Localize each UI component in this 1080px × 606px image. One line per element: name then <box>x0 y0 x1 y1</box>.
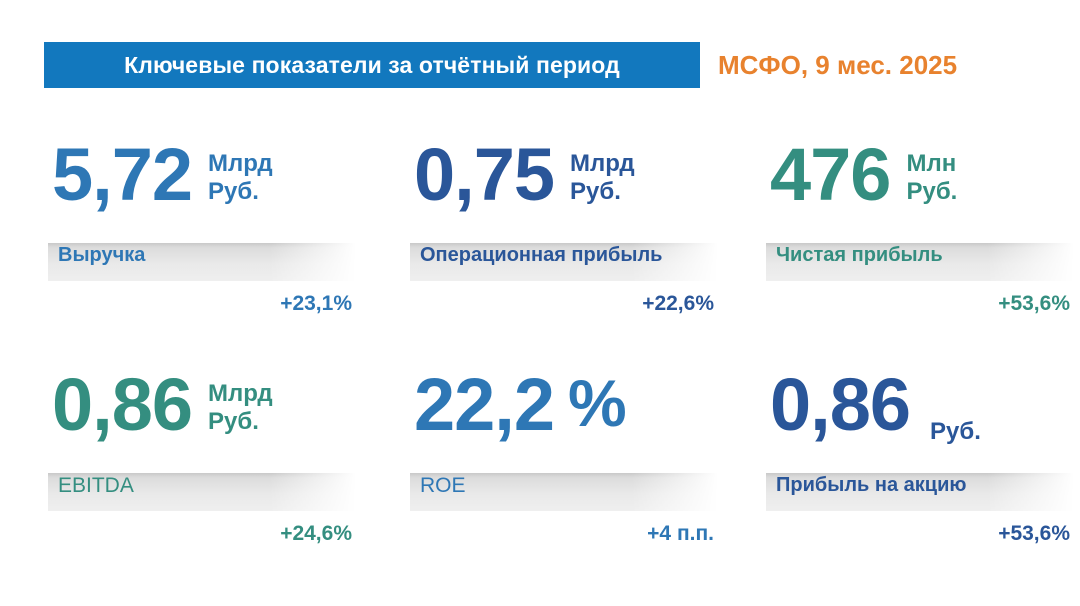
kpi-card-operating-profit: 0,75 Млрд Руб. Операционная прибыль +22,… <box>406 133 718 340</box>
kpi-growth: +4 п.п. <box>647 522 714 545</box>
kpi-label-bar <box>410 473 718 511</box>
kpi-unit: Млрд Руб. <box>208 150 273 205</box>
kpi-card-eps: 0,86 Руб. Прибыль на акцию +53,6% <box>762 363 1074 570</box>
kpi-unit: Млн Руб. <box>906 150 958 205</box>
kpi-label: EBITDA <box>58 474 134 497</box>
kpi-unit: Руб. <box>930 418 981 445</box>
header-banner: Ключевые показатели за отчётный период <box>44 42 700 88</box>
kpi-value: 0,75 <box>414 133 555 216</box>
kpi-value-line: 0,75 Млрд Руб. <box>406 133 718 236</box>
kpi-row: 5,72 Млрд Руб. Выручка +23,1% 0,75 Млрд … <box>0 133 1080 370</box>
kpi-value: 5,72 <box>52 133 193 216</box>
kpi-row: 0,86 Млрд Руб. EBITDA +24,6% 22,2 % ROE … <box>0 363 1080 600</box>
kpi-value: 476 <box>770 133 891 216</box>
kpi-value-line: 22,2 % <box>406 363 718 466</box>
kpi-growth: +53,6% <box>998 522 1070 545</box>
kpi-label-bar <box>48 473 356 511</box>
kpi-label-bar <box>410 243 718 281</box>
kpi-value-line: 0,86 Руб. <box>762 363 1074 466</box>
kpi-label-bar <box>766 243 1074 281</box>
kpi-value: 0,86 <box>770 363 911 446</box>
kpi-card-revenue: 5,72 Млрд Руб. Выручка +23,1% <box>44 133 356 340</box>
kpi-value: 22,2 <box>414 363 555 446</box>
kpi-growth: +24,6% <box>280 522 352 545</box>
kpi-label-bar <box>766 473 1074 511</box>
kpi-growth: +22,6% <box>642 292 714 315</box>
kpi-card-ebitda: 0,86 Млрд Руб. EBITDA +24,6% <box>44 363 356 570</box>
kpi-label: Прибыль на акцию <box>776 474 967 496</box>
kpi-label: Выручка <box>58 244 146 266</box>
kpi-label: Чистая прибыль <box>776 244 943 266</box>
kpi-label: Операционная прибыль <box>420 244 663 266</box>
kpi-grid: 5,72 Млрд Руб. Выручка +23,1% 0,75 Млрд … <box>0 133 1080 600</box>
kpi-value: 0,86 <box>52 363 193 446</box>
kpi-unit: % <box>568 366 627 440</box>
kpi-unit: Млрд Руб. <box>208 380 273 435</box>
header: Ключевые показатели за отчётный период М… <box>0 42 1080 88</box>
header-period: МСФО, 9 мес. 2025 <box>718 42 957 88</box>
kpi-growth: +23,1% <box>280 292 352 315</box>
kpi-label: ROE <box>420 474 466 497</box>
kpi-growth: +53,6% <box>998 292 1070 315</box>
header-period-label: МСФО, 9 мес. 2025 <box>718 49 958 80</box>
kpi-value-line: 0,86 Млрд Руб. <box>44 363 356 466</box>
kpi-value-line: 476 Млн Руб. <box>762 133 1074 236</box>
kpi-card-roe: 22,2 % ROE +4 п.п. <box>406 363 718 570</box>
header-banner-title: Ключевые показатели за отчётный период <box>124 51 620 78</box>
kpi-card-net-profit: 476 Млн Руб. Чистая прибыль +53,6% <box>762 133 1074 340</box>
kpi-unit: Млрд Руб. <box>570 150 635 205</box>
kpi-label-bar <box>48 243 356 281</box>
kpi-value-line: 5,72 Млрд Руб. <box>44 133 356 236</box>
